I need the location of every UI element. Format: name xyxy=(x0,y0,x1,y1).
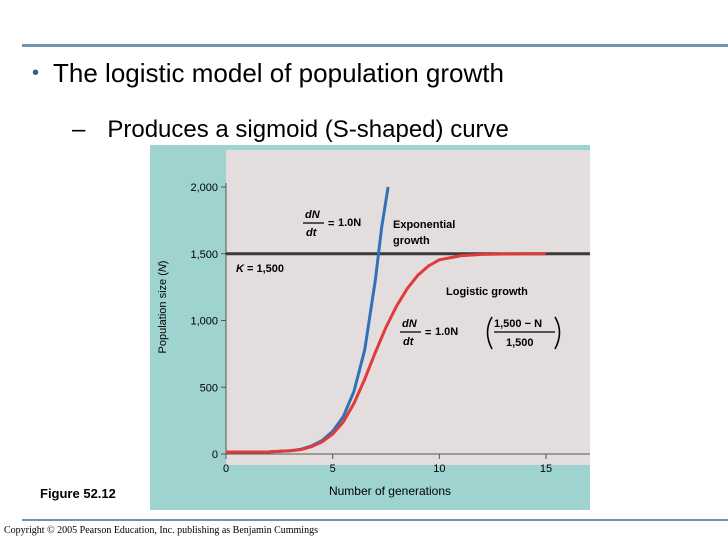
log-eq-rhs: 1.0N xyxy=(435,326,458,338)
y-axis-label: Population size (N) xyxy=(157,261,169,354)
title-rule-top xyxy=(22,44,728,47)
log-eq-equals: = xyxy=(425,327,431,339)
y-tick-label: 2,000 xyxy=(190,182,218,194)
logistic-growth-chart: 0 500 1,000 1,500 2,000 0 5 10 15 Population si… xyxy=(150,145,590,510)
exp-eq-numerator: dN xyxy=(305,209,321,221)
x-tick-label: 5 xyxy=(330,463,336,475)
y-tick-label: 0 xyxy=(212,449,218,461)
sub-bullet-item: – Produces a sigmoid (S-shaped) curve xyxy=(72,116,509,144)
figure-label: Figure 52.12 xyxy=(40,486,116,501)
x-axis: 0 5 10 15 xyxy=(223,453,590,475)
x-tick-label: 15 xyxy=(540,463,552,475)
bullet-text: The logistic model of population growth xyxy=(53,58,504,88)
x-tick-label: 0 xyxy=(223,463,229,475)
logistic-label: Logistic growth xyxy=(446,286,528,298)
sub-bullet-text: Produces a sigmoid (S-shaped) curve xyxy=(107,116,509,143)
bullet-dot-icon: • xyxy=(32,62,40,84)
y-tick-label: 1,000 xyxy=(190,316,218,328)
x-tick-label: 10 xyxy=(433,463,445,475)
log-eq-numerator: dN xyxy=(402,318,418,330)
plot-area xyxy=(226,150,590,465)
right-paren-icon xyxy=(554,316,561,350)
log-eq-frac-denominator: 1,500 xyxy=(506,337,534,349)
log-eq-denominator: dt xyxy=(403,336,415,348)
exp-eq-denominator: dt xyxy=(306,227,318,239)
exponential-equation: dN dt = 1.0N xyxy=(303,209,361,239)
y-axis: 0 500 1,000 1,500 2,000 xyxy=(190,182,227,461)
bullet-item: • The logistic model of population growt… xyxy=(32,58,504,89)
k-label: K = 1,500 xyxy=(236,263,284,275)
logistic-equation: dN dt = 1.0N 1,500 − N 1,500 xyxy=(400,316,561,350)
y-tick-label: 1,500 xyxy=(190,249,218,261)
footer-rule xyxy=(22,519,728,521)
x-axis-label: Number of generations xyxy=(329,484,451,498)
logistic-growth-line xyxy=(226,252,547,454)
exp-eq-equals: = xyxy=(328,218,334,230)
left-paren-icon xyxy=(486,316,493,350)
copyright-text: Copyright © 2005 Pearson Education, Inc.… xyxy=(4,525,318,536)
dash-icon: – xyxy=(72,116,86,143)
exp-eq-rhs: 1.0N xyxy=(338,217,361,229)
y-tick-label: 500 xyxy=(200,382,218,394)
exponential-label-line1: Exponential xyxy=(393,219,455,231)
exponential-label-line2: growth xyxy=(393,235,430,247)
log-eq-frac-numerator: 1,500 − N xyxy=(494,318,542,330)
